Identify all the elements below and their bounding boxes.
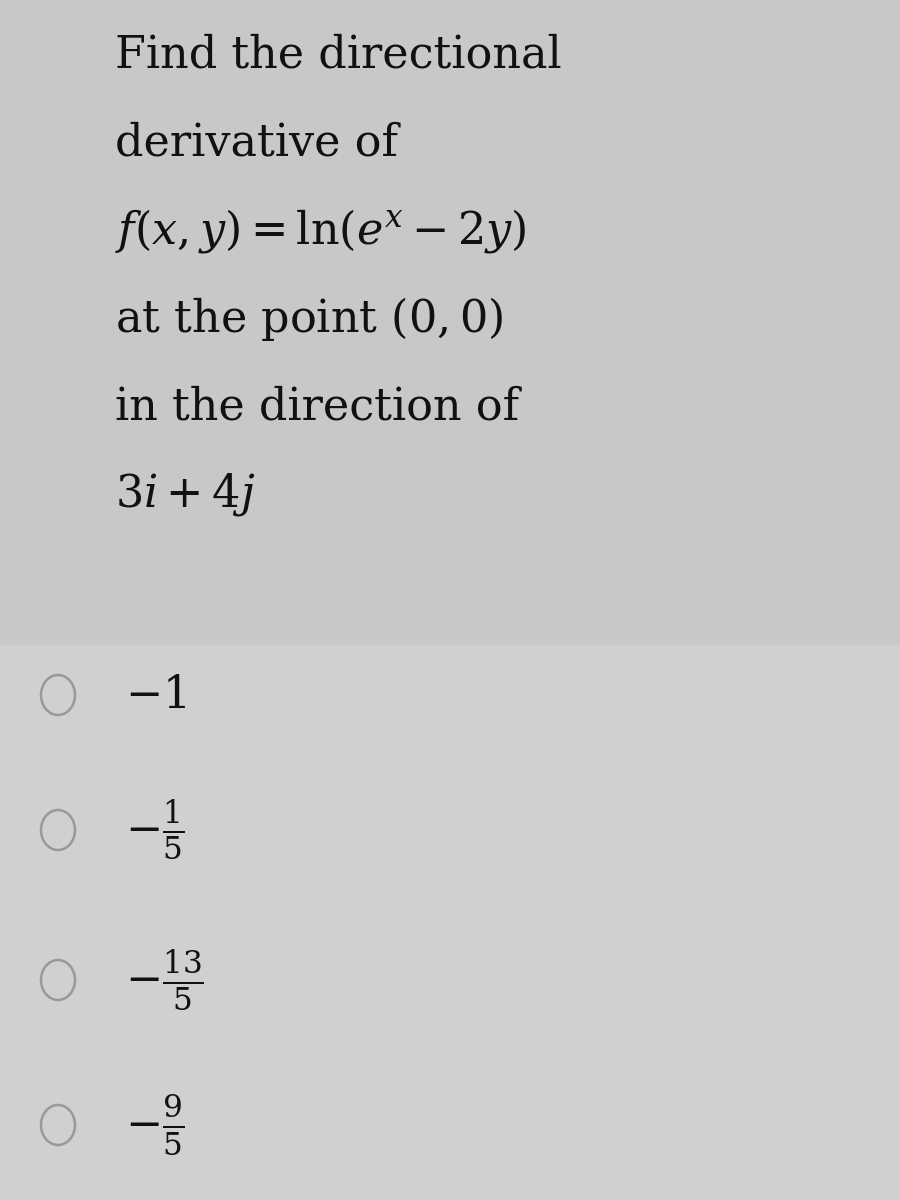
Text: in the direction of: in the direction of [115,385,519,428]
Text: $f(x, y) = \ln(e^x - 2y)$: $f(x, y) = \ln(e^x - 2y)$ [115,206,526,254]
Text: derivative of: derivative of [115,121,398,164]
Text: $-\frac{9}{5}$: $-\frac{9}{5}$ [125,1093,184,1157]
Text: $-\frac{1}{5}$: $-\frac{1}{5}$ [125,798,184,863]
Bar [0,0,900,646]
Text: $-\frac{13}{5}$: $-\frac{13}{5}$ [125,948,204,1013]
Text: $3\mathit{i} + 4\mathit{j}$: $3\mathit{i} + 4\mathit{j}$ [115,472,255,518]
Text: at the point $(0, 0)$: at the point $(0, 0)$ [115,295,503,343]
Text: $-1$: $-1$ [125,673,186,716]
Text: Find the directional: Find the directional [115,34,562,77]
Bar [0,646,900,1200]
